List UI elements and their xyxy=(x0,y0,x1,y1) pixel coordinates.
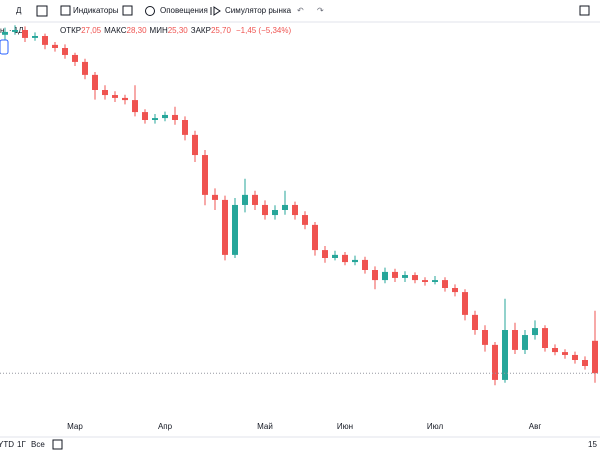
candle-body xyxy=(592,340,598,374)
candle-body xyxy=(412,275,418,281)
candle-body xyxy=(52,44,58,48)
legend-value: 28,30 xyxy=(127,26,148,35)
candle-body xyxy=(242,194,248,205)
candle-body xyxy=(202,155,208,195)
x-tick-label: Авг xyxy=(529,422,542,431)
plot-area xyxy=(0,25,600,386)
ohlc-legend: ОТКР 27,05 МАКС 28,30 МИН 25,30 ЗАКР 25,70 xyxy=(60,26,232,35)
candle-body xyxy=(542,328,548,348)
x-tick-label: Апр xyxy=(158,422,173,431)
range-button[interactable]: Все xyxy=(31,440,45,449)
undo-button[interactable]: ↶ xyxy=(297,6,304,15)
candle-body xyxy=(252,194,258,205)
legend-value: 25,70 xyxy=(211,26,232,35)
indicators-button[interactable]: Индикаторы xyxy=(73,6,119,15)
candle-body xyxy=(142,112,148,120)
layouts-icon[interactable] xyxy=(122,5,133,16)
candle-body xyxy=(342,254,348,263)
candle-body xyxy=(192,134,198,156)
candle-body xyxy=(322,250,328,258)
candle-body xyxy=(312,224,318,251)
legend-label: МИН xyxy=(150,26,168,35)
fullscreen-icon[interactable] xyxy=(579,5,590,16)
candle-body xyxy=(122,97,128,101)
candle-body xyxy=(492,344,498,380)
candle-body xyxy=(172,114,178,120)
candle-body xyxy=(402,275,408,278)
chart-type-icon[interactable] xyxy=(36,5,48,17)
candle-body xyxy=(292,204,298,216)
candle-body xyxy=(442,280,448,288)
candle-body xyxy=(102,90,108,96)
candle-body xyxy=(552,348,558,353)
candle-body xyxy=(422,280,428,282)
legend-label: ОТКР xyxy=(60,26,81,35)
candle-body xyxy=(432,280,438,282)
candle-body xyxy=(72,54,78,62)
candle-body xyxy=(12,30,18,32)
candle-body xyxy=(332,254,338,258)
candle-body xyxy=(262,204,268,216)
candle-body xyxy=(282,204,288,210)
candle-body xyxy=(92,74,98,90)
candle-body xyxy=(42,36,48,45)
x-tick-label: Мар xyxy=(67,422,83,431)
candle-body xyxy=(182,120,188,135)
replay-button[interactable]: Симулятор рынка xyxy=(225,6,292,15)
candle-body xyxy=(272,210,278,216)
candle-body xyxy=(22,30,28,38)
candle-body xyxy=(2,31,8,35)
candle-body xyxy=(372,270,378,281)
candle-body xyxy=(222,199,228,255)
candle-body xyxy=(452,288,458,293)
candle-body xyxy=(212,194,218,200)
redo-button[interactable]: ↷ xyxy=(317,6,324,15)
interval-button[interactable]: Д xyxy=(16,6,22,15)
candle-body xyxy=(512,330,518,350)
candle-body xyxy=(462,292,468,315)
candle-body xyxy=(472,314,478,330)
range-button[interactable]: YTD xyxy=(0,440,14,449)
legend-value: 27,05 xyxy=(81,26,102,35)
legend-label: ЗАКР xyxy=(191,26,211,35)
candle-body xyxy=(302,215,308,225)
candle-body xyxy=(132,100,138,113)
candle-body xyxy=(32,36,38,38)
alerts-button[interactable]: Оповещения xyxy=(160,6,208,15)
candle-body xyxy=(62,48,68,55)
candle-body xyxy=(162,114,168,119)
candle-body xyxy=(562,352,568,355)
range-button[interactable]: 1Г xyxy=(17,440,26,449)
legend-value: 25,30 xyxy=(168,26,189,35)
time-label: 15 xyxy=(588,440,597,449)
indicators-icon[interactable] xyxy=(60,5,71,16)
candle-body xyxy=(482,330,488,345)
date-range-icon[interactable] xyxy=(52,439,63,450)
candle-body xyxy=(82,61,88,75)
candle-body xyxy=(382,271,388,281)
candle-body xyxy=(572,354,578,360)
price-change: −1,45 (−5,34%) xyxy=(236,26,291,35)
candle-body xyxy=(232,204,238,255)
x-tick-label: Май xyxy=(257,422,273,431)
candle-body xyxy=(352,259,358,263)
x-tick-label: Июн xyxy=(337,422,353,431)
candle-body xyxy=(362,259,368,270)
candle-body xyxy=(522,335,528,350)
candle-body xyxy=(532,328,538,336)
x-tick-label: Июл xyxy=(427,422,444,431)
legend-label: МАКС xyxy=(104,26,127,35)
candle-body xyxy=(112,95,118,98)
candle-body xyxy=(152,118,158,120)
collapse-button[interactable] xyxy=(0,39,9,55)
candle-body xyxy=(582,360,588,366)
alert-icon[interactable] xyxy=(145,6,155,16)
candle-body xyxy=(392,271,398,278)
replay-icon[interactable] xyxy=(210,6,221,16)
candle-body xyxy=(502,330,508,380)
